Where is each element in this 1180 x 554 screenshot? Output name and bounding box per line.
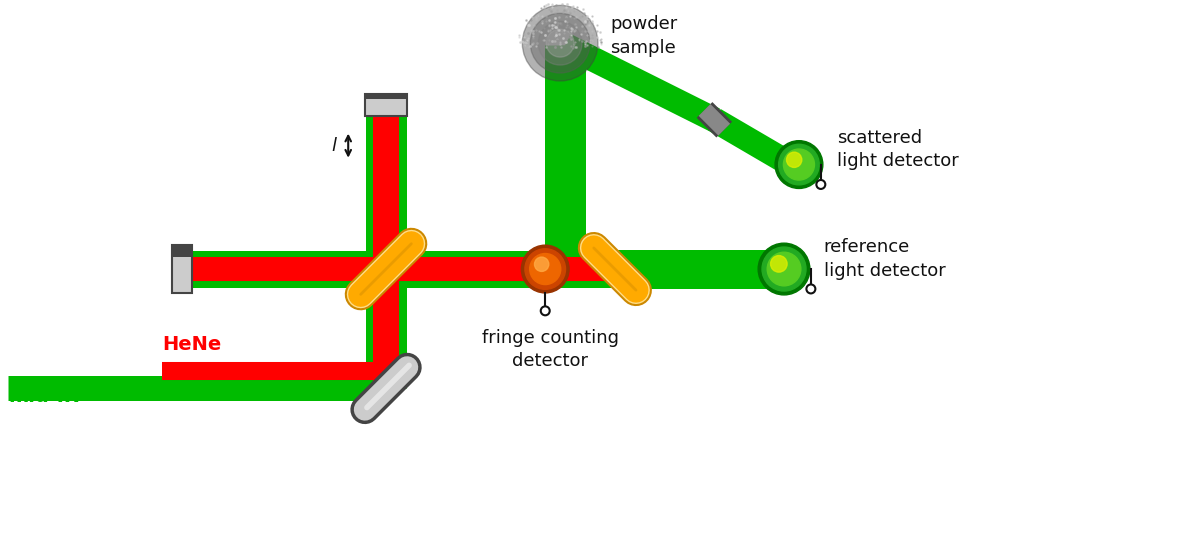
Text: scattered
light detector: scattered light detector xyxy=(837,129,958,171)
Text: reference
light detector: reference light detector xyxy=(824,238,945,280)
Circle shape xyxy=(762,247,806,291)
Text: mid-IR: mid-IR xyxy=(8,387,79,406)
Circle shape xyxy=(779,144,819,185)
Text: l: l xyxy=(332,137,336,155)
Bar xyxy=(774,255,784,283)
Bar xyxy=(365,94,407,116)
Circle shape xyxy=(523,6,598,81)
Circle shape xyxy=(784,149,814,180)
Bar xyxy=(536,256,545,282)
Circle shape xyxy=(522,245,569,293)
Circle shape xyxy=(771,255,787,272)
Circle shape xyxy=(535,257,549,271)
Circle shape xyxy=(538,21,582,65)
Circle shape xyxy=(817,180,825,189)
Circle shape xyxy=(525,249,565,289)
Circle shape xyxy=(775,141,822,188)
Circle shape xyxy=(767,252,801,286)
Bar xyxy=(172,245,192,257)
Bar xyxy=(789,151,799,178)
Bar xyxy=(365,94,407,99)
Bar xyxy=(172,245,192,293)
Text: fringe counting
detector: fringe counting detector xyxy=(481,329,618,370)
Circle shape xyxy=(530,254,560,285)
Circle shape xyxy=(546,29,575,57)
Text: HeNe: HeNe xyxy=(162,335,222,354)
Circle shape xyxy=(787,152,802,167)
Circle shape xyxy=(806,284,815,294)
Circle shape xyxy=(540,306,550,315)
Text: powder
sample: powder sample xyxy=(610,16,677,57)
Circle shape xyxy=(530,13,590,73)
Circle shape xyxy=(759,243,809,295)
